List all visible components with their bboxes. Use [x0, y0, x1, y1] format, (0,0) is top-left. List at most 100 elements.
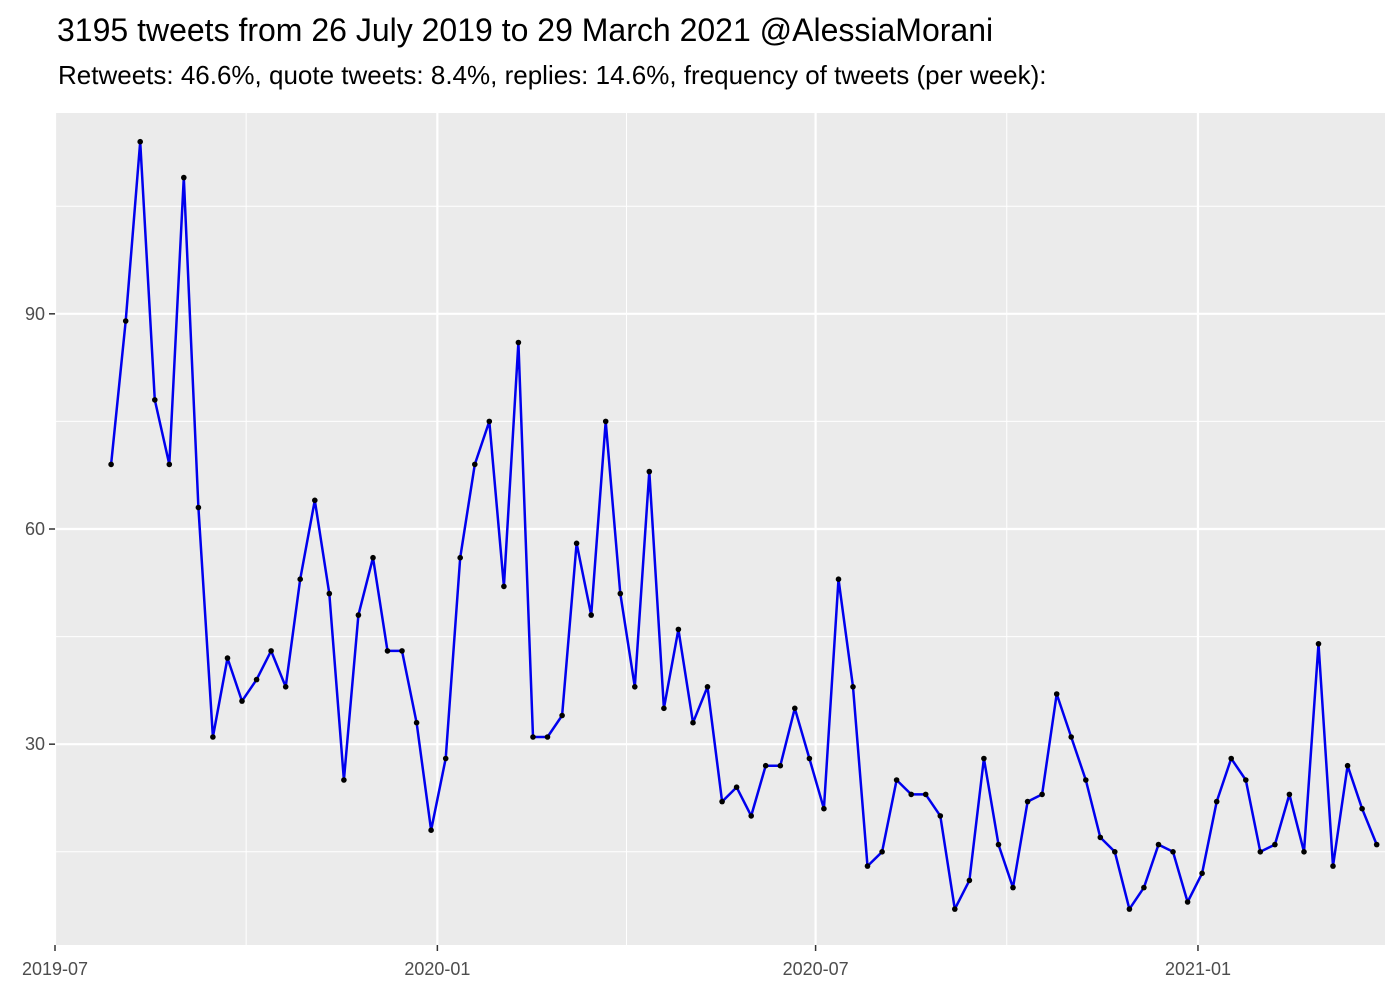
x-tick-label: 2020-07 — [783, 959, 849, 979]
data-point — [995, 841, 1002, 848]
data-point — [719, 798, 725, 805]
data-point — [1039, 791, 1045, 798]
y-tick-label: 30 — [25, 734, 45, 754]
y-tick-label: 60 — [25, 519, 45, 539]
data-point — [253, 676, 260, 683]
data-point — [399, 648, 405, 654]
data-point — [530, 734, 536, 740]
data-point — [428, 827, 434, 833]
data-point — [646, 468, 653, 475]
data-point — [922, 791, 929, 798]
data-point — [239, 698, 245, 704]
data-point — [1228, 755, 1234, 762]
data-point — [181, 174, 187, 181]
data-point — [1068, 734, 1074, 740]
data-point — [879, 849, 885, 855]
data-point — [457, 554, 464, 561]
data-point — [1344, 762, 1351, 769]
data-point — [1373, 841, 1380, 848]
data-point — [137, 138, 143, 145]
data-point — [1272, 841, 1278, 848]
data-point — [544, 734, 551, 740]
data-point — [152, 397, 158, 403]
data-point — [515, 339, 522, 346]
data-point — [588, 612, 594, 618]
data-point — [501, 583, 507, 590]
data-point — [1243, 777, 1249, 783]
data-point — [937, 813, 944, 819]
data-point — [1155, 841, 1162, 848]
data-point — [195, 504, 202, 511]
chart-title: 3195 tweets from 26 July 2019 to 29 Marc… — [57, 12, 994, 48]
data-point — [1213, 798, 1220, 805]
data-point — [166, 461, 173, 468]
data-point — [908, 791, 914, 798]
data-point — [1097, 834, 1104, 841]
data-point — [370, 554, 376, 561]
data-point — [1315, 641, 1322, 647]
data-point — [108, 461, 114, 468]
data-point — [893, 777, 900, 783]
data-point — [1286, 791, 1293, 798]
data-point — [864, 863, 871, 869]
data-point — [413, 719, 420, 726]
data-point — [559, 712, 565, 719]
data-point — [966, 877, 973, 884]
data-point — [762, 762, 769, 769]
data-point — [1301, 849, 1307, 855]
data-point — [1083, 777, 1089, 783]
data-point — [777, 762, 784, 769]
data-point — [792, 705, 798, 712]
data-point — [850, 684, 856, 690]
data-point — [632, 684, 638, 690]
data-point — [122, 318, 129, 324]
data-point — [355, 612, 362, 618]
y-tick-label: 90 — [25, 304, 45, 324]
data-point — [952, 906, 958, 912]
data-point — [1024, 798, 1031, 805]
data-point — [384, 648, 391, 654]
data-point — [602, 418, 609, 425]
data-point — [1126, 906, 1133, 912]
x-tick-label: 2020-01 — [404, 959, 470, 979]
data-point — [1141, 884, 1147, 891]
tick-labels: 30 60 90 2019-07 2020-01 2020-07 2021-01 — [22, 304, 1231, 979]
data-point — [1330, 863, 1336, 869]
data-point — [617, 590, 624, 597]
data-point — [1199, 870, 1205, 877]
data-point — [442, 755, 449, 762]
data-point — [341, 777, 347, 783]
major-gridlines — [53, 113, 1385, 945]
data-point — [312, 497, 318, 504]
data-point — [573, 540, 580, 547]
data-point — [748, 813, 754, 819]
series-line — [109, 140, 1378, 911]
data-point — [1053, 691, 1060, 697]
data-point — [326, 590, 333, 597]
data-point — [224, 655, 231, 661]
data-point — [210, 734, 216, 740]
data-point — [297, 576, 304, 582]
data-point — [1257, 849, 1264, 855]
data-point — [704, 684, 711, 690]
x-tick-label: 2019-07 — [22, 959, 88, 979]
data-point — [661, 705, 667, 712]
data-point — [282, 684, 289, 690]
data-point — [472, 461, 478, 468]
data-point — [675, 626, 682, 633]
series-points — [108, 138, 1380, 912]
data-point — [1184, 899, 1191, 905]
data-point — [1359, 805, 1365, 812]
data-point — [486, 418, 493, 425]
data-point — [806, 755, 813, 762]
data-point — [1170, 849, 1176, 855]
x-tick-label: 2021-01 — [1165, 959, 1231, 979]
data-point — [268, 648, 274, 654]
data-point — [1010, 884, 1016, 891]
axis-ticks — [49, 313, 1199, 951]
data-point — [981, 755, 987, 762]
data-point — [690, 719, 696, 726]
data-point — [733, 784, 740, 790]
data-point — [835, 576, 842, 582]
